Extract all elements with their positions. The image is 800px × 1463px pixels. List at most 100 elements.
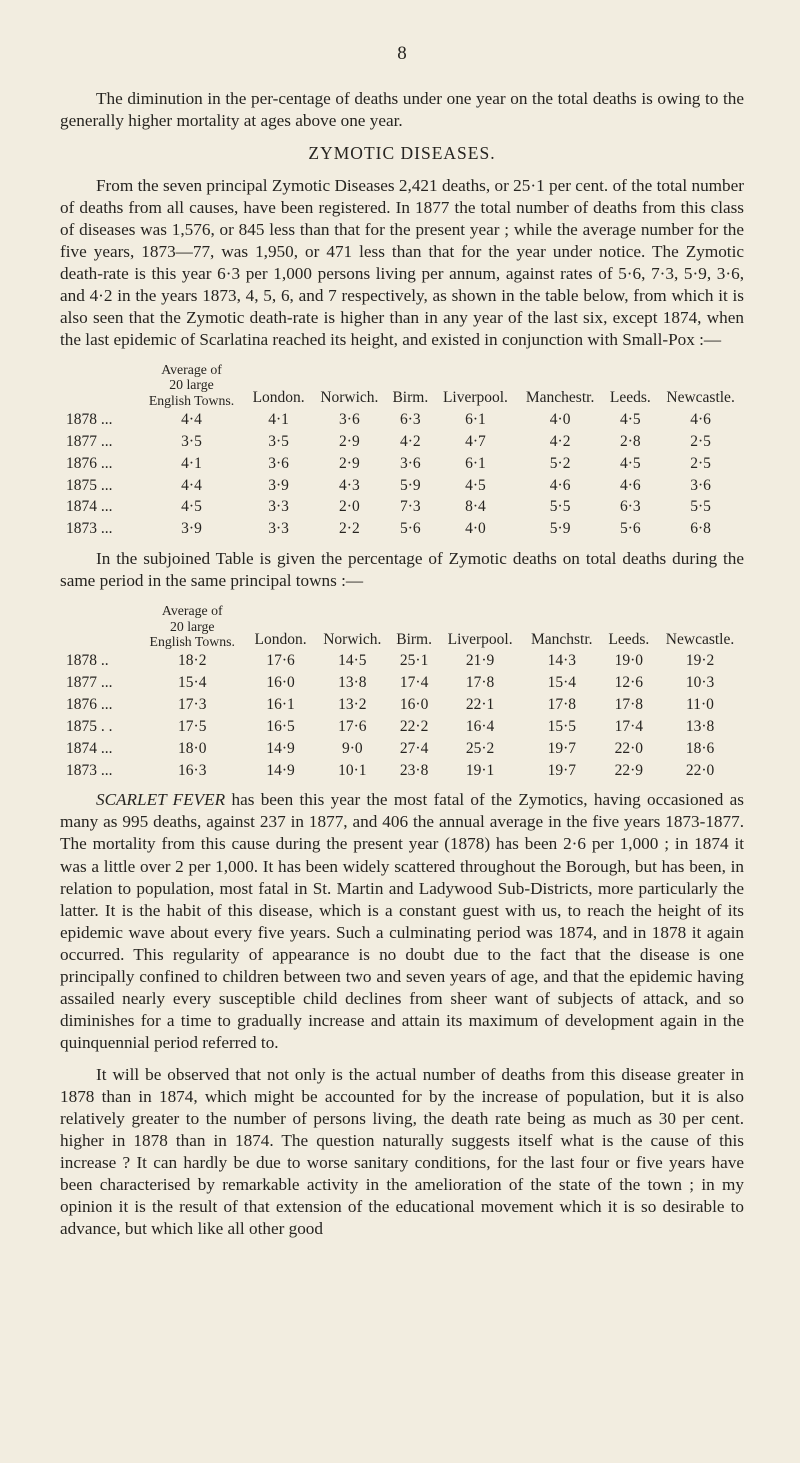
table-cell: 17·4: [602, 716, 656, 738]
table-cell: 11·0: [656, 694, 744, 716]
table-row: 1875 ...4·43·94·35·94·54·64·63·6: [60, 475, 744, 497]
table-cell: 2·2: [312, 518, 386, 540]
table-cell: 3·6: [312, 409, 386, 431]
table-row: 1878 ...4·44·13·66·36·14·04·54·6: [60, 409, 744, 431]
table-percentages: Average of20 largeEnglish Towns.London.N…: [60, 602, 744, 781]
table-row: 1875 . .17·516·517·622·216·415·517·413·8: [60, 716, 744, 738]
column-header: Norwich.: [312, 361, 386, 409]
scarlet-fever-body: has been this year the most fatal of the…: [60, 790, 744, 1051]
table-row: 1876 ...17·316·113·216·022·117·817·811·0: [60, 694, 744, 716]
table-cell: 6·3: [387, 409, 435, 431]
table-cell: 6·1: [434, 453, 517, 475]
table-cell: 3·3: [245, 518, 312, 540]
table-cell: 4·0: [434, 518, 517, 540]
table-cell: 19·1: [438, 760, 522, 782]
table-cell: 14·9: [247, 760, 315, 782]
table-cell: 1877 ...: [60, 672, 138, 694]
table-cell: 17·6: [315, 716, 390, 738]
table-cell: 13·8: [315, 672, 390, 694]
paragraph-zymotic: From the seven principal Zymotic Disease…: [60, 175, 744, 351]
table-cell: 13·8: [656, 716, 744, 738]
column-header-avg: Average of20 largeEnglish Towns.: [138, 602, 247, 650]
table-cell: 19·0: [602, 650, 656, 672]
table-cell: 4·6: [517, 475, 604, 497]
table-cell: 15·4: [522, 672, 602, 694]
table-cell: 1875 . .: [60, 716, 138, 738]
table-cell: 19·7: [522, 760, 602, 782]
column-header: London.: [245, 361, 312, 409]
paragraph-scarlet-fever: SCARLET FEVER has been this year the mos…: [60, 789, 744, 1053]
table-cell: 3·6: [657, 475, 744, 497]
table-cell: 5·9: [387, 475, 435, 497]
table-row: 1878 ..18·217·614·525·121·914·319·019·2: [60, 650, 744, 672]
table-cell: 2·5: [657, 453, 744, 475]
table-cell: 1874 ...: [60, 738, 138, 760]
table-cell: 2·8: [603, 431, 657, 453]
paragraph-intro: The diminution in the per-centage of dea…: [60, 88, 744, 132]
table-cell: 4·7: [434, 431, 517, 453]
table-cell: 2·9: [312, 431, 386, 453]
table-death-rates: Average of20 largeEnglish Towns.London.N…: [60, 361, 744, 540]
table-cell: 22·1: [438, 694, 522, 716]
table-cell: 22·0: [602, 738, 656, 760]
table-cell: 14·5: [315, 650, 390, 672]
table-cell: 2·0: [312, 496, 386, 518]
table-cell: 3·5: [245, 431, 312, 453]
table-cell: 3·9: [138, 518, 245, 540]
table-cell: 10·1: [315, 760, 390, 782]
table-cell: 2·9: [312, 453, 386, 475]
table-cell: 4·2: [387, 431, 435, 453]
table-cell: 4·3: [312, 475, 386, 497]
column-header-avg: Average of20 largeEnglish Towns.: [138, 361, 245, 409]
table-cell: 8·4: [434, 496, 517, 518]
table-cell: 4·5: [603, 453, 657, 475]
table-cell: 4·4: [138, 475, 245, 497]
table-cell: 4·6: [657, 409, 744, 431]
column-header: Newcastle.: [657, 361, 744, 409]
page-number: 8: [60, 42, 744, 66]
table-cell: 4·6: [603, 475, 657, 497]
table-cell: 22·2: [390, 716, 438, 738]
table-cell: 1873 ...: [60, 760, 138, 782]
table-cell: 18·6: [656, 738, 744, 760]
column-header: Manchestr.: [517, 361, 604, 409]
paragraph-observation: It will be observed that not only is the…: [60, 1064, 744, 1240]
table-cell: 5·6: [603, 518, 657, 540]
table-cell: 14·9: [247, 738, 315, 760]
table-cell: 6·8: [657, 518, 744, 540]
table-cell: 15·5: [522, 716, 602, 738]
column-header: Liverpool.: [438, 602, 522, 650]
table-cell: 17·8: [602, 694, 656, 716]
table-cell: 4·0: [517, 409, 604, 431]
table-cell: 4·1: [245, 409, 312, 431]
table-cell: 4·1: [138, 453, 245, 475]
table-cell: 2·5: [657, 431, 744, 453]
table-cell: 6·1: [434, 409, 517, 431]
table-cell: 17·8: [522, 694, 602, 716]
scarlet-fever-lead: SCARLET FEVER: [96, 790, 225, 809]
table-cell: 4·5: [434, 475, 517, 497]
table-cell: 27·4: [390, 738, 438, 760]
table-cell: 1873 ...: [60, 518, 138, 540]
table-cell: 3·3: [245, 496, 312, 518]
table-cell: 17·4: [390, 672, 438, 694]
table-cell: 15·4: [138, 672, 247, 694]
table-cell: 17·6: [247, 650, 315, 672]
table-cell: 17·3: [138, 694, 247, 716]
table-cell: 25·1: [390, 650, 438, 672]
heading-zymotic: ZYMOTIC DISEASES.: [60, 142, 744, 164]
table-cell: 1876 ...: [60, 694, 138, 716]
table-cell: 1876 ...: [60, 453, 138, 475]
table-row: 1873 ...16·314·910·123·819·119·722·922·0: [60, 760, 744, 782]
table-cell: 3·6: [245, 453, 312, 475]
table-cell: 4·4: [138, 409, 245, 431]
table-row: 1874 ...18·014·99·027·425·219·722·018·6: [60, 738, 744, 760]
table-cell: 17·8: [438, 672, 522, 694]
table-cell: 3·5: [138, 431, 245, 453]
table-cell: 1878 ...: [60, 409, 138, 431]
column-header: Newcastle.: [656, 602, 744, 650]
table-cell: 4·2: [517, 431, 604, 453]
table-cell: 5·9: [517, 518, 604, 540]
table-cell: 5·6: [387, 518, 435, 540]
table-cell: 23·8: [390, 760, 438, 782]
